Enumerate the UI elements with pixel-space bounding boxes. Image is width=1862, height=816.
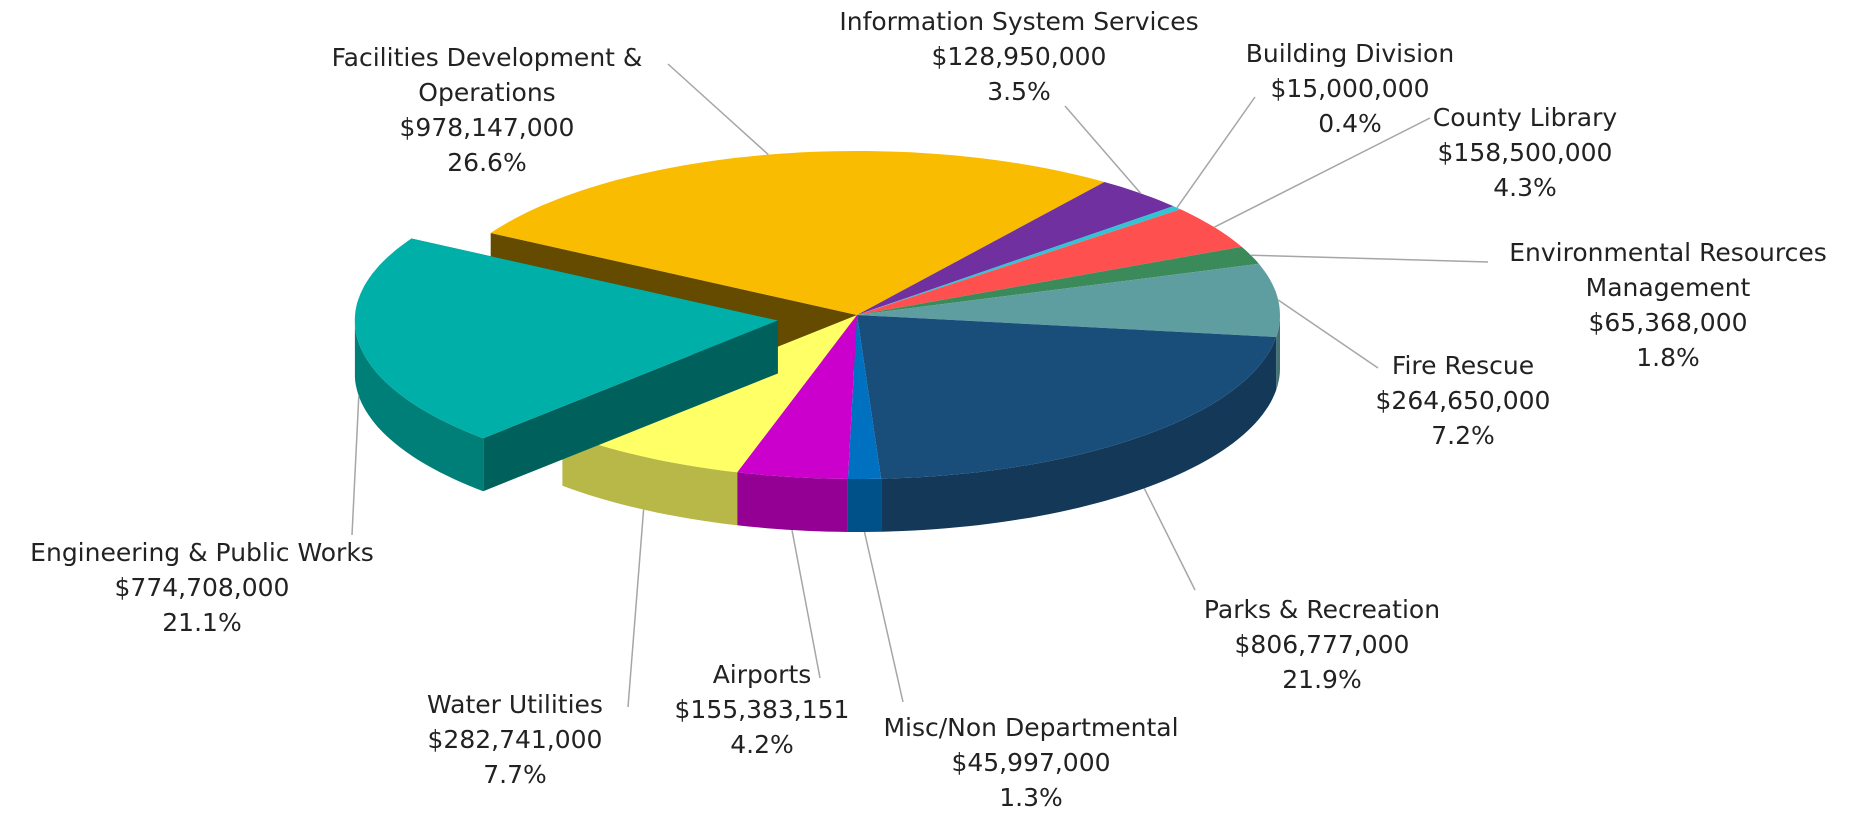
slice: [857, 246, 1259, 315]
percent-label: 0.4%: [1318, 109, 1382, 138]
leader-line: [351, 396, 360, 536]
value-label: $978,147,000: [399, 113, 575, 142]
slice-top: [857, 246, 1259, 315]
data-label: Engineering & Public Works $774,708,000 21…: [2, 535, 402, 640]
leader-line: [667, 63, 769, 156]
percent-label: 21.1%: [162, 608, 242, 637]
percent-label: 21.9%: [1282, 665, 1362, 694]
slice-side: [562, 432, 738, 526]
leader-line: [1213, 117, 1431, 228]
data-label: Building Division $15,000,000 0.4%: [1200, 36, 1500, 141]
slice: [490, 151, 1105, 315]
percent-label: 26.6%: [447, 148, 527, 177]
category-label: Parks & Recreation: [1203, 595, 1441, 624]
value-label: $158,500,000: [1437, 138, 1613, 167]
slice: [847, 315, 882, 532]
slice: [857, 206, 1181, 315]
value-label: $128,950,000: [931, 42, 1107, 71]
slice-top: [490, 151, 1105, 315]
value-label: $264,650,000: [1375, 386, 1551, 415]
leader-line: [1277, 299, 1379, 369]
value-label: $15,000,000: [1270, 74, 1430, 103]
value-label: $282,741,000: [427, 725, 603, 754]
data-label: Environmental Resources Management $65,36…: [1478, 235, 1858, 375]
slice: [857, 209, 1242, 315]
category-label: Building Division: [1245, 39, 1455, 68]
slice-top: [857, 206, 1181, 315]
category-label: Misc/Non Departmental: [883, 713, 1179, 742]
category-label: Facilities Development & Operations: [331, 43, 643, 107]
slice: [857, 263, 1280, 390]
slice-side: [881, 337, 1277, 532]
value-label: $45,997,000: [951, 748, 1111, 777]
slice: [737, 315, 857, 532]
data-label: Fire Rescue $264,650,000 7.2%: [1333, 348, 1593, 453]
data-label: Facilities Development & Operations $978,…: [297, 40, 677, 180]
slice-top: [857, 263, 1280, 337]
data-label: Parks & Recreation $806,777,000 21.9%: [1172, 592, 1472, 697]
percent-label: 7.2%: [1431, 421, 1495, 450]
category-label: Water Utilities: [427, 690, 603, 719]
slice-top: [847, 315, 882, 479]
slice-top: [857, 315, 1277, 479]
percent-label: 4.3%: [1493, 173, 1557, 202]
leader-line: [791, 529, 821, 679]
leader-line: [863, 531, 904, 703]
slice-top: [857, 182, 1174, 315]
percent-label: 3.5%: [987, 77, 1051, 106]
slice-side: [847, 478, 882, 532]
leader-line: [627, 509, 645, 708]
slice: [354, 238, 778, 492]
percent-label: 1.3%: [999, 783, 1063, 812]
data-label: Information System Services $128,950,000 3…: [809, 4, 1229, 109]
category-label: Airports: [712, 660, 812, 689]
slice-top: [737, 315, 857, 479]
slice-side: [1276, 316, 1280, 390]
value-label: $65,368,000: [1588, 308, 1748, 337]
slice: [857, 182, 1174, 315]
data-label: Water Utilities $282,741,000 7.7%: [395, 687, 635, 792]
slice-top: [857, 209, 1242, 315]
slice-top: [354, 238, 778, 439]
leader-line: [1250, 254, 1489, 263]
value-label: $155,383,151: [674, 695, 850, 724]
category-label: Environmental Resources Management: [1509, 238, 1827, 302]
value-label: $806,777,000: [1234, 630, 1410, 659]
leader-line: [1064, 105, 1142, 194]
category-label: Information System Services: [839, 7, 1199, 36]
data-label: Airports $155,383,151 4.2%: [652, 657, 872, 762]
slice-side: [737, 472, 848, 532]
slice-face: [483, 320, 778, 492]
leader-line: [1176, 96, 1256, 209]
percent-label: 4.2%: [730, 730, 794, 759]
category-label: Engineering & Public Works: [30, 538, 374, 567]
slice-side: [354, 324, 484, 492]
slice: [857, 315, 1277, 532]
category-label: Fire Rescue: [1391, 351, 1535, 380]
data-label: County Library $158,500,000 4.3%: [1395, 100, 1655, 205]
data-label: Misc/Non Departmental $45,997,000 1.3%: [841, 710, 1221, 815]
value-label: $774,708,000: [114, 573, 290, 602]
percent-label: 7.7%: [483, 760, 547, 789]
percent-label: 1.8%: [1636, 343, 1700, 372]
leader-line: [1143, 488, 1196, 591]
category-label: County Library: [1432, 103, 1618, 132]
